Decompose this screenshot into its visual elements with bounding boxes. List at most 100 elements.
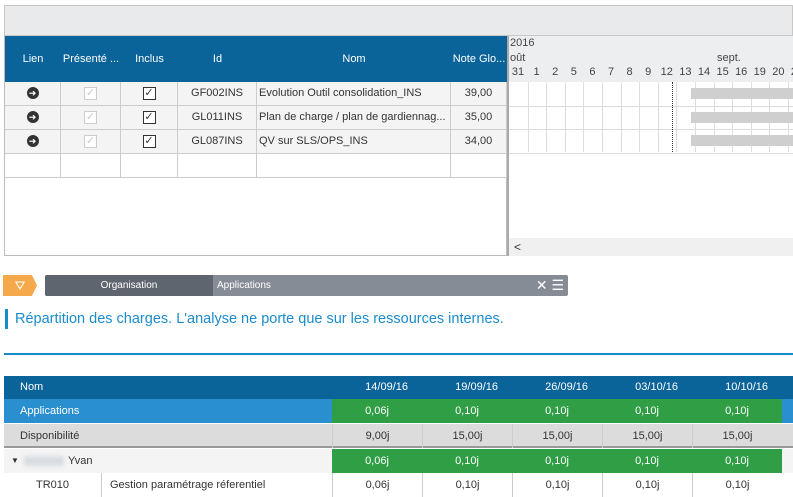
scroll-left-button[interactable]: < bbox=[514, 240, 522, 254]
value-cell: 9,00j bbox=[332, 424, 422, 448]
cell-id: GL011INS bbox=[178, 106, 257, 129]
gantt-day: 21 bbox=[788, 66, 793, 78]
cell-note-text: 35,00 bbox=[464, 111, 493, 123]
collapse-triangle-icon[interactable]: ▼ bbox=[11, 456, 19, 465]
cell-id-text: GL011INS bbox=[191, 111, 243, 123]
cell bbox=[61, 154, 121, 177]
col-date[interactable]: 26/09/16 bbox=[545, 381, 588, 393]
col-date[interactable]: 19/09/16 bbox=[455, 381, 498, 393]
value-cell: 0,10j bbox=[422, 399, 512, 423]
close-icon[interactable]: ✕ bbox=[535, 277, 548, 293]
value-cell: 0,10j bbox=[602, 473, 692, 497]
gantt-gridline bbox=[676, 82, 678, 152]
gantt-day: 13 bbox=[679, 66, 692, 78]
gantt-row-line bbox=[509, 105, 793, 107]
gantt-task-bar[interactable] bbox=[691, 111, 793, 123]
value-cell: 0,10j bbox=[692, 399, 782, 423]
grid-row[interactable]: ➜ ✓ ✓ GF002INS Evolution Outil consolidation… bbox=[5, 82, 507, 106]
value-cell: 0,10j bbox=[422, 473, 512, 497]
link-arrow-icon[interactable]: ➜ bbox=[26, 87, 39, 100]
value-cell: 15,00j bbox=[692, 424, 782, 448]
task-code: TR010 bbox=[4, 473, 102, 497]
menu-icon[interactable]: ☰ bbox=[551, 277, 564, 293]
gantt-task-bar[interactable] bbox=[691, 135, 793, 146]
cell-note-text: 34,00 bbox=[464, 135, 493, 147]
value-cell: 0,06j bbox=[332, 449, 422, 473]
gantt-gridline bbox=[620, 82, 622, 152]
presente-checkbox: ✓ bbox=[84, 86, 97, 100]
filter-organisation[interactable]: Organisation bbox=[45, 275, 213, 296]
gantt-day: 2 bbox=[552, 66, 559, 78]
presente-checkbox: ✓ bbox=[84, 134, 97, 148]
cell bbox=[451, 154, 507, 177]
filter-applications[interactable]: Applications bbox=[217, 280, 271, 291]
value-cell: 0,10j bbox=[602, 399, 692, 423]
today-marker bbox=[672, 82, 673, 152]
gantt-scrollbar[interactable]: < bbox=[509, 238, 793, 256]
charges-header: Nom 14/09/16 19/09/16 26/09/16 03/10/16 10/10… bbox=[4, 376, 793, 399]
inclus-checkbox[interactable]: ✓ bbox=[142, 110, 156, 124]
col-inclus[interactable]: Inclus bbox=[135, 53, 164, 65]
gantt-header: 2016 oût sept. 3112567891213141516192021 bbox=[509, 36, 793, 82]
gantt-month-sept: sept. bbox=[717, 52, 741, 64]
grid-row[interactable]: ➜ ✓ ✓ GL011INS Plan de charge / plan de gard… bbox=[5, 106, 507, 130]
gantt-gridline bbox=[657, 82, 659, 152]
cell-presente: ✓ bbox=[61, 82, 121, 105]
divider bbox=[4, 353, 793, 355]
col-date[interactable]: 14/09/16 bbox=[365, 381, 408, 393]
col-note[interactable]: Note Glo... bbox=[452, 53, 506, 65]
value-cell: 0,06j bbox=[332, 399, 422, 423]
link-arrow-icon[interactable]: ➜ bbox=[26, 111, 39, 124]
inclus-checkbox[interactable]: ✓ bbox=[142, 134, 156, 148]
value-cell: 15,00j bbox=[422, 424, 512, 448]
cell-presente: ✓ bbox=[61, 130, 121, 153]
grid-row[interactable]: ➜ ✓ ✓ GL087INS QV sur SLS/OPS_INS 34,00 bbox=[5, 130, 507, 154]
top-toolbar bbox=[4, 5, 793, 36]
gantt-day: 20 bbox=[772, 66, 785, 78]
col-nom[interactable]: Nom bbox=[342, 53, 366, 65]
filter-icon[interactable]: ⛛ bbox=[3, 275, 37, 296]
value-cell: 15,00j bbox=[512, 424, 602, 448]
cell-id: GF002INS bbox=[178, 82, 257, 105]
col-date[interactable]: 03/10/16 bbox=[635, 381, 678, 393]
cell-lien: ➜ bbox=[5, 106, 61, 129]
value-cell: 0,10j bbox=[512, 399, 602, 423]
row-disponibilite[interactable]: Disponibilité 9,00j 15,00j 15,00j 15,00j 15,0… bbox=[4, 424, 793, 448]
cell-nom-text: QV sur SLS/OPS_INS bbox=[259, 135, 368, 147]
cell-inclus: ✓ bbox=[121, 130, 178, 153]
gantt-day: 9 bbox=[645, 66, 652, 78]
cell bbox=[5, 154, 61, 177]
gantt-gridline bbox=[564, 82, 566, 152]
col-date[interactable]: 10/10/16 bbox=[725, 381, 768, 393]
cell-nom-text: Plan de charge / plan de gardiennag... bbox=[259, 111, 446, 123]
link-arrow-icon[interactable]: ➜ bbox=[26, 135, 39, 148]
cell-nom: Evolution Outil consolidation_INS bbox=[257, 82, 451, 105]
cell-note: 39,00 bbox=[451, 82, 507, 105]
gantt-task-bar[interactable] bbox=[691, 88, 793, 99]
gantt-day: 19 bbox=[753, 66, 766, 78]
gantt-row-line bbox=[509, 152, 793, 154]
row-applications[interactable]: Applications 0,06j 0,10j 0,10j 0,10j 0,10j bbox=[4, 399, 793, 423]
cell-nom: Plan de charge / plan de gardiennag... bbox=[257, 106, 451, 129]
row-label: Yvan bbox=[68, 455, 93, 467]
gantt-gridline bbox=[639, 82, 641, 152]
cell-inclus: ✓ bbox=[121, 82, 178, 105]
row-person[interactable]: ▼ Yvan 0,06j 0,10j 0,10j 0,10j 0,10j bbox=[4, 449, 793, 473]
col-nom: Nom bbox=[20, 381, 44, 393]
gantt-day: 31 bbox=[511, 66, 525, 78]
col-lien[interactable]: Lien bbox=[22, 53, 44, 65]
col-id[interactable]: Id bbox=[212, 53, 223, 65]
gantt-chart: 2016 oût sept. 3112567891213141516192021… bbox=[507, 36, 793, 256]
inclus-checkbox[interactable]: ✓ bbox=[142, 86, 156, 100]
cell-presente: ✓ bbox=[61, 106, 121, 129]
grid-header: Lien Présenté ... Inclus Id Nom Note Glo… bbox=[5, 36, 507, 82]
row-task[interactable]: TR010 Gestion paramétrage réferentiel 0,06… bbox=[4, 473, 793, 497]
grid-row[interactable] bbox=[5, 154, 507, 178]
value-cell: 0,10j bbox=[692, 473, 782, 497]
row-label: Disponibilité bbox=[20, 430, 80, 442]
gantt-day: 12 bbox=[660, 66, 673, 78]
value-cell: 0,10j bbox=[602, 449, 692, 473]
task-label: Gestion paramétrage réferentiel bbox=[110, 479, 266, 491]
col-presente[interactable]: Présenté ... bbox=[62, 53, 120, 65]
cell-lien: ➜ bbox=[5, 130, 61, 153]
